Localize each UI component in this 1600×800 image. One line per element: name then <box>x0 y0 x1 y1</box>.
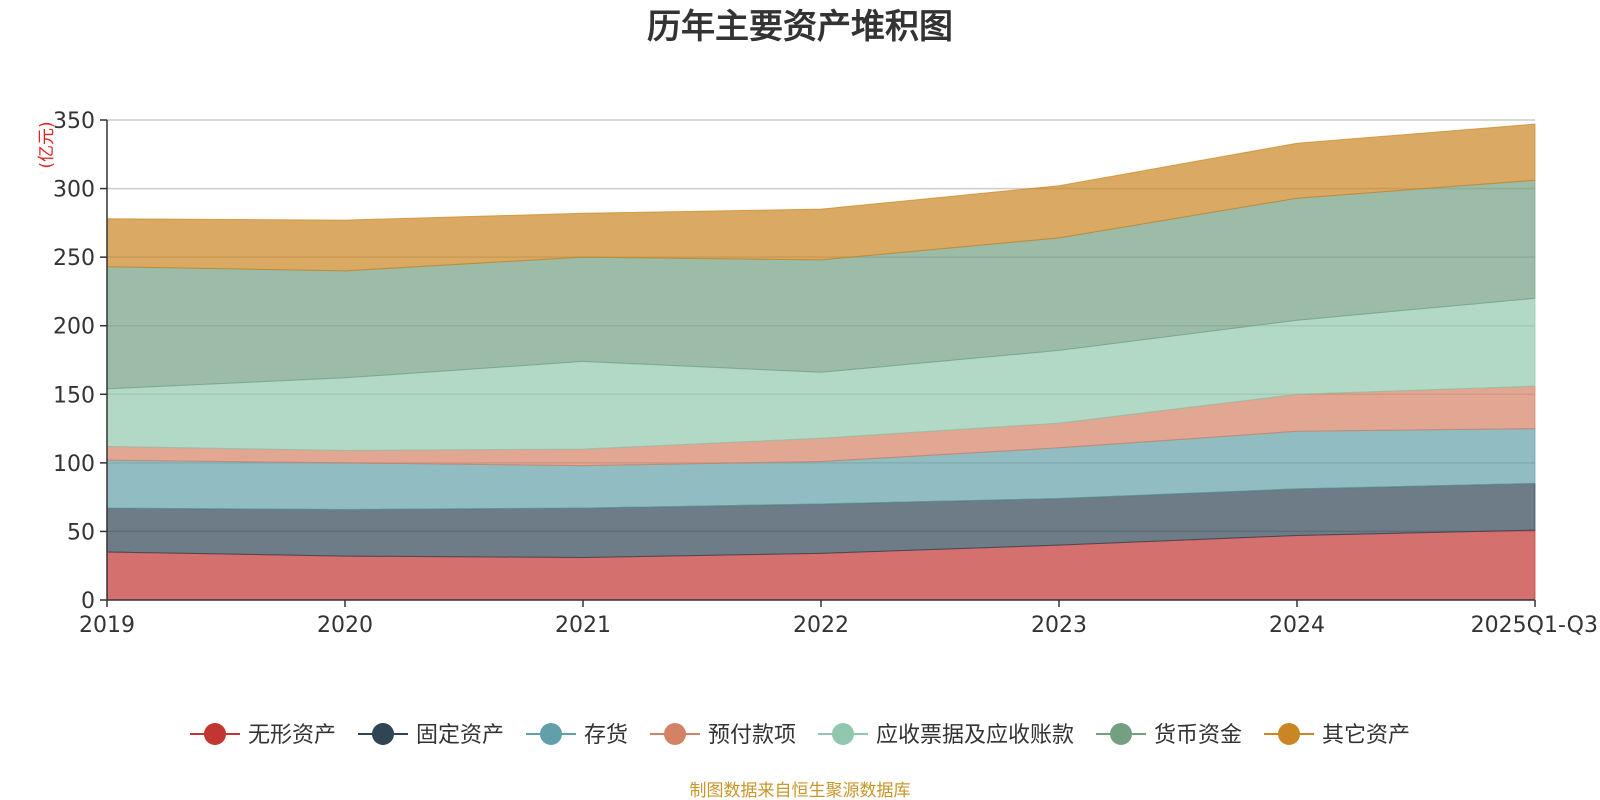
legend-circle-icon <box>663 723 686 745</box>
legend-circle-icon <box>831 723 854 745</box>
legend-item-2[interactable]: 存货 <box>525 723 628 748</box>
y-tick-label: 50 <box>67 520 95 545</box>
y-tick-label: 250 <box>53 246 95 271</box>
source-note: 制图数据来自恒生聚源数据库 <box>690 781 911 800</box>
legend-circle-icon <box>1278 723 1301 745</box>
x-tick-label: 2021 <box>555 613 611 638</box>
x-tick-label: 2023 <box>1031 613 1087 638</box>
legend-label: 应收票据及应收账款 <box>876 723 1074 748</box>
legend-label: 存货 <box>584 723 628 748</box>
y-tick-label: 350 <box>53 109 95 134</box>
y-tick-label: 0 <box>81 589 95 614</box>
y-tick-label: 300 <box>53 178 95 203</box>
legend-item-1[interactable]: 固定资产 <box>357 723 504 748</box>
legend-item-3[interactable]: 预付款项 <box>649 723 796 748</box>
y-axis-unit-label: (亿元) <box>37 121 57 168</box>
area-series-group <box>106 123 1536 601</box>
x-tick-label: 2022 <box>793 613 849 638</box>
legend-label: 货币资金 <box>1154 723 1242 748</box>
legend: 无形资产 固定资产 存货 预付款项 应收票据及应收账款 货币资金 其它资产 <box>189 723 1410 748</box>
legend-circle-icon <box>371 723 394 745</box>
legend-label: 固定资产 <box>416 723 504 748</box>
legend-item-5[interactable]: 货币资金 <box>1096 723 1242 748</box>
legend-label: 无形资产 <box>248 723 336 748</box>
legend-circle-icon <box>203 723 226 745</box>
legend-label: 其它资产 <box>1322 723 1410 748</box>
x-tick-label: 2025Q1-Q3 <box>1471 613 1598 638</box>
y-tick-label: 200 <box>53 315 95 340</box>
x-tick-label: 2024 <box>1269 613 1325 638</box>
legend-item-6[interactable]: 其它资产 <box>1264 723 1410 748</box>
x-tick-label: 2019 <box>79 613 135 638</box>
axes: 0 50 100 150 200 250 300 350 2019 2020 2021 2022 202… <box>53 109 1598 638</box>
legend-item-4[interactable]: 应收票据及应收账款 <box>817 723 1074 748</box>
legend-circle-icon <box>539 723 562 745</box>
legend-item-0[interactable]: 无形资产 <box>189 723 336 748</box>
x-tick-label: 2020 <box>317 613 373 638</box>
legend-label: 预付款项 <box>708 723 796 748</box>
y-tick-label: 150 <box>53 383 95 408</box>
y-tick-label: 100 <box>53 452 95 477</box>
area-series-6 <box>106 123 1536 272</box>
chart-title: 历年主要资产堆积图 <box>647 7 953 47</box>
legend-circle-icon <box>1110 723 1133 745</box>
